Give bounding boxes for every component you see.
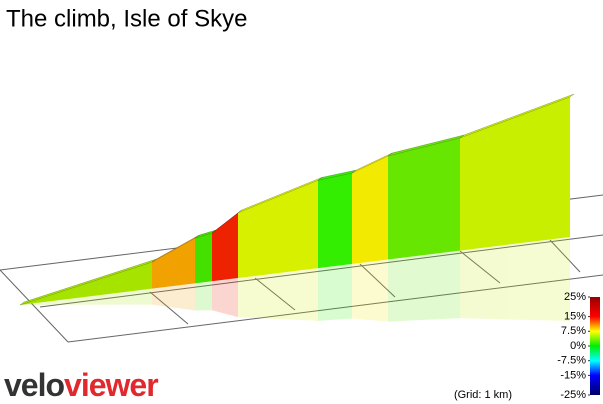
- segment: [212, 212, 238, 282]
- profile: [19, 93, 575, 306]
- grid-note: (Grid: 1 km): [454, 389, 512, 401]
- segment: [388, 137, 460, 260]
- colorbar-tick-label: 0%: [570, 340, 586, 352]
- colorbar: [590, 297, 600, 395]
- chart-title: The climb, Isle of Skye: [6, 5, 247, 32]
- colorbar-tick-label: -7.5%: [557, 355, 586, 367]
- colorbar-tick-label: -15%: [560, 369, 586, 381]
- segment-reflection: [460, 237, 570, 321]
- segment-reflection: [388, 250, 460, 322]
- segment: [195, 233, 212, 284]
- colorbar-tick-label: 7.5%: [561, 325, 586, 337]
- logo: veloviewer: [4, 367, 158, 403]
- reflection: [20, 237, 570, 322]
- segment-top: [459, 93, 575, 139]
- segment: [318, 173, 352, 269]
- segment: [238, 180, 318, 279]
- segment-reflection: [318, 263, 352, 321]
- segment: [152, 238, 195, 289]
- segment-reflection: [152, 283, 195, 311]
- segment: [352, 156, 388, 264]
- colorbar-tick-label: 15%: [564, 311, 586, 323]
- colorbar-ticks: 25% 15% 7.5% 0% -7.5% -15% -25%: [557, 291, 590, 401]
- logo-part: viewer: [64, 367, 158, 403]
- segment-reflection: [352, 259, 388, 322]
- segment-reflection: [212, 278, 238, 318]
- segment-reflection: [195, 281, 212, 311]
- segment-reflection: [238, 268, 318, 321]
- colorbar-tick-label: 25%: [564, 291, 586, 303]
- colorbar-tick-label: -25%: [560, 389, 586, 401]
- segment: [460, 97, 570, 251]
- logo-part: velo: [4, 367, 64, 403]
